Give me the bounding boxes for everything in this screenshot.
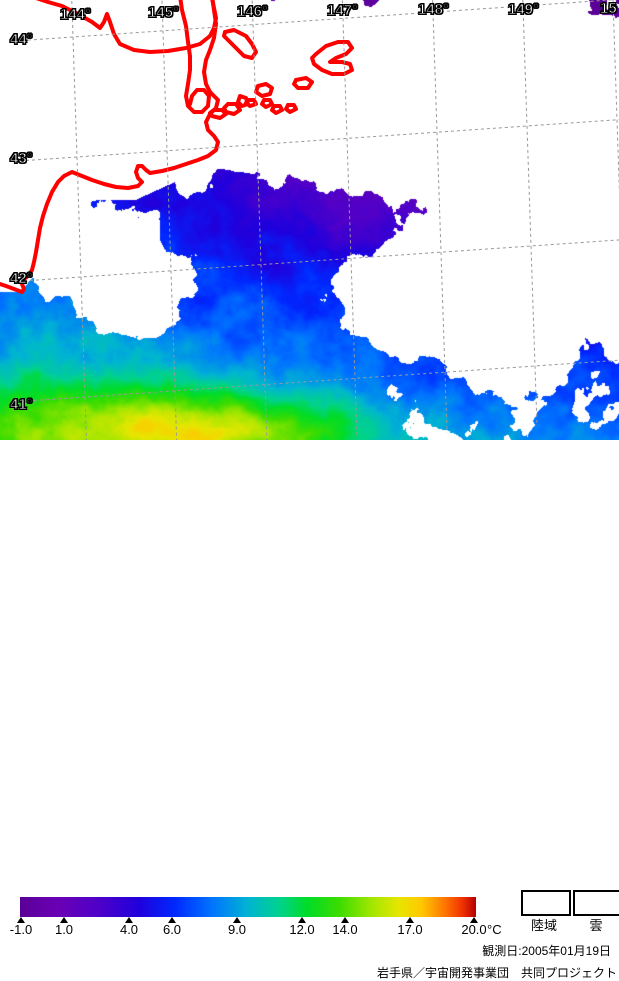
coastline-path: [310, 40, 354, 76]
land-key-swatch: [521, 890, 571, 916]
graticule-layer: [9, 0, 619, 440]
coastline-path: [236, 94, 250, 108]
latitude-label: 41°: [10, 396, 34, 414]
land-key-label: 陸域: [530, 918, 557, 933]
colorbar-tick-label: 12.0: [289, 922, 315, 937]
graticule-line: [21, 359, 619, 402]
graticule-line: [341, 0, 358, 439]
graticule-line: [612, 0, 619, 195]
longitude-label: 144°: [59, 6, 92, 24]
observation-date-text: 観測日:2005年01月19日: [482, 944, 611, 958]
longitude-label: 148°: [417, 1, 450, 19]
graticule-line: [17, 239, 619, 282]
colorbar-tick-label: 4.0: [119, 922, 139, 937]
credit-text: 岩手県／宇宙開発事業団 共同プロジェクト: [376, 966, 617, 980]
graticule-line: [522, 0, 538, 427]
colorbar-tick-label: -1.0: [9, 922, 33, 937]
legend-panel: -1.0 1.0 4.0 6.0 9.0 12.0 14.0 17.0 20.0 °C 陸域雲 …: [0, 440, 619, 980]
coastline-path: [260, 98, 274, 109]
colorbar-tick-label: 14.0: [332, 922, 358, 937]
coastline-path: [270, 104, 284, 115]
coastline-path: [222, 102, 242, 116]
graticule-line: [13, 119, 619, 162]
graticule-line: [161, 0, 178, 440]
coastline-path: [208, 108, 228, 120]
coastline-layer: [0, 0, 354, 294]
coastline-path: [254, 82, 274, 98]
map-panel[interactable]: 144° 145° 146° 147° 148° 149° 15 44° 43° 42° 41°: [0, 0, 619, 440]
graticule-line: [432, 0, 448, 433]
cloud-key-swatch: [573, 890, 619, 916]
colorbar-tick-label: 1.0: [54, 922, 74, 937]
cloud-key-label: 雲: [589, 918, 603, 933]
graticule-line: [71, 0, 87, 440]
colorbar-tick-label: 6.0: [162, 922, 182, 937]
colorbar-gradient: [20, 897, 476, 917]
coastline-path: [284, 103, 298, 114]
colorbar-tick-label: 20.0: [461, 922, 487, 937]
colorbar-tick-label: 9.0: [227, 922, 247, 937]
graticule-line: [251, 0, 268, 440]
colorbar-unit-label: °C: [487, 922, 502, 937]
longitude-label: 145°: [147, 4, 180, 22]
coastline-path: [178, 0, 211, 114]
latitude-label: 43°: [10, 150, 34, 168]
longitude-label: 147°: [326, 2, 359, 20]
colorbar-tick-label: 17.0: [397, 922, 423, 937]
longitude-label: 15: [600, 0, 618, 18]
longitude-label: 146°: [236, 3, 269, 21]
coastline-path: [0, 0, 220, 294]
graticule-line: [9, 0, 618, 42]
coastline-path: [222, 28, 258, 60]
sst-raster-layer: [0, 0, 619, 440]
coastline-path: [292, 76, 314, 90]
longitude-label: 149°: [507, 1, 540, 19]
latitude-label: 42°: [10, 270, 34, 288]
latitude-label: 44°: [10, 31, 34, 49]
coastline-path: [35, 0, 218, 54]
